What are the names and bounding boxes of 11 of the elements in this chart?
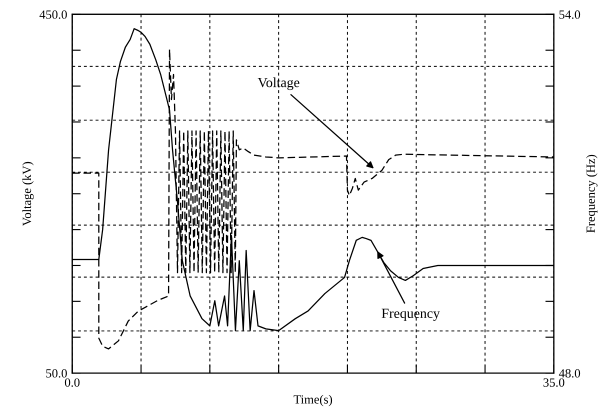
y2-tick-label: 48.0 — [558, 369, 580, 378]
y-tick-label: 450.0 — [40, 10, 67, 19]
x-axis-title: Time(s) — [294, 394, 332, 406]
x-tick-label: 35.0 — [544, 378, 564, 387]
y-axis-title: Voltage (kV) — [22, 162, 34, 226]
y-tick-label: 50.0 — [46, 369, 67, 378]
annotation: Frequency — [382, 308, 440, 321]
annotation: Voltage — [258, 77, 300, 90]
y2-axis-title: Frequency (Hz) — [586, 154, 598, 233]
x-tick-label: 0.0 — [64, 378, 80, 387]
y2-tick-label: 54.0 — [559, 10, 580, 19]
